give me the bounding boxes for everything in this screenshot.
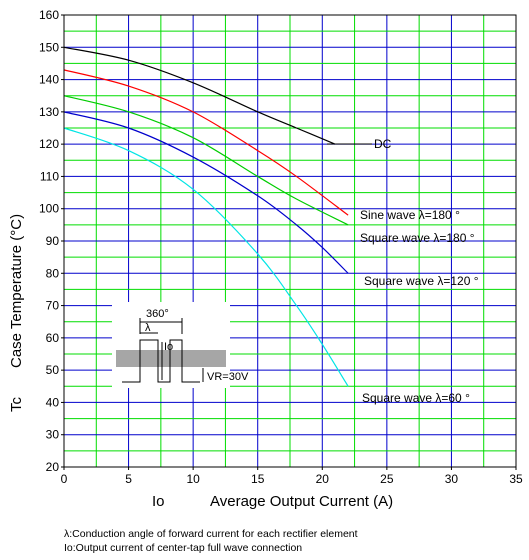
y-tick-label: 60	[46, 331, 60, 345]
y-tick-label: 20	[46, 460, 60, 474]
grid	[64, 15, 516, 467]
curve-label-square-120: Square wave λ=120 °	[364, 274, 479, 288]
series-line-0	[63, 46, 336, 145]
inset-period-label: 360°	[146, 308, 169, 320]
x-axis-label: Average Output Current (A)	[210, 493, 393, 510]
x-tick-label: 30	[445, 472, 459, 486]
inset-band	[116, 350, 226, 367]
footnote-lambda: λ:Conduction angle of forward current fo…	[64, 528, 358, 540]
y-tick-label: 50	[46, 363, 60, 377]
y-tick-label: 150	[39, 40, 59, 54]
y-axis-label: Case Temperature (°C)	[8, 214, 25, 368]
y-tick-label: 80	[46, 266, 60, 280]
y-tick-label: 30	[46, 428, 60, 442]
curve-label-square-60: Square wave λ=60 °	[362, 391, 470, 405]
x-tick-label: 35	[509, 472, 523, 486]
y-tick-label: 90	[46, 234, 60, 248]
curve-label-dc: DC	[374, 137, 392, 151]
x-tick-label: 0	[61, 472, 68, 486]
waveform-inset: 360° λ Io VR=30V	[112, 302, 249, 388]
y-tick-label: 110	[40, 169, 59, 183]
y-tick-label: 140	[39, 73, 59, 87]
tick-labels: 0 5 10 15 20 25 30 35 20 30 40 50 60 70 80 90 100 110 120 1…	[39, 8, 523, 486]
y-tick-label: 100	[39, 202, 59, 216]
y-tick-label: 40	[46, 395, 60, 409]
inset-angle-label: λ	[145, 322, 151, 334]
curve-labels: DC Sine wave λ=180 ° Square wave λ=180 °…	[327, 137, 479, 405]
series-line-4	[63, 127, 349, 387]
curves	[63, 46, 349, 387]
x-tick-label: 25	[380, 472, 394, 486]
y-tick-label: 130	[39, 105, 59, 119]
inset-background	[112, 302, 230, 388]
y-axis-symbol: Tc	[8, 397, 25, 413]
x-tick-label: 10	[186, 472, 200, 486]
inset-waveform	[122, 339, 200, 383]
curve-label-square-180: Square wave λ=180 °	[360, 231, 475, 245]
x-tick-label: 20	[316, 472, 330, 486]
x-tick-label: 5	[125, 472, 132, 486]
curve-label-sine-180: Sine wave λ=180 °	[360, 208, 460, 222]
series-line-2	[63, 95, 349, 226]
series-line-1	[63, 69, 349, 216]
y-tick-label: 120	[39, 137, 59, 151]
inset-vr-label: VR=30V	[207, 371, 249, 383]
y-tick-label: 160	[39, 8, 59, 22]
footnote-io: Io:Output current of center-tap full wav…	[64, 542, 303, 554]
x-axis-symbol: Io	[152, 493, 165, 510]
x-tick-label: 15	[251, 472, 265, 486]
y-tick-label: 70	[46, 299, 60, 313]
inset-io-label: Io	[164, 341, 173, 353]
series-line-3	[63, 111, 349, 274]
